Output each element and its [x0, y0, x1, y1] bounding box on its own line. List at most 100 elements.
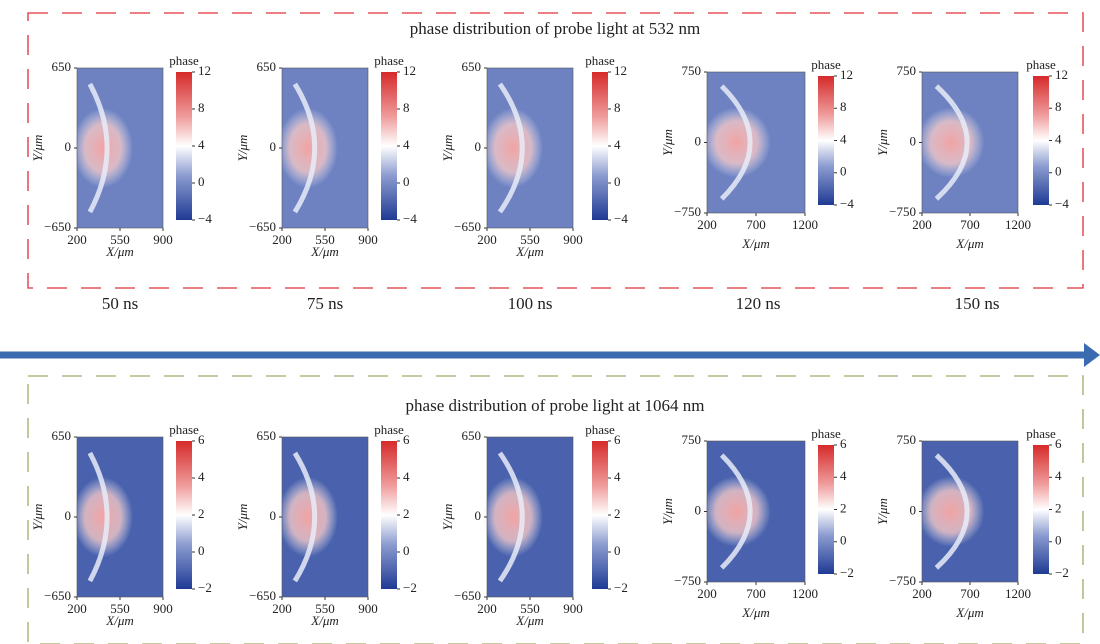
x-axis-label: X/μm: [105, 244, 133, 259]
colorbar-tick-label: −4: [198, 211, 212, 226]
x-tick-label: 200: [272, 601, 292, 616]
x-tick-label: 700: [960, 217, 980, 232]
x-tick-label: 550: [520, 232, 540, 247]
x-tick-label: 200: [67, 601, 87, 616]
row-title: phase distribution of probe light at 532…: [410, 19, 700, 38]
colorbar-tick-label: 8: [614, 100, 621, 115]
x-tick-label: 200: [912, 217, 932, 232]
colorbar-tick-label: 4: [614, 137, 621, 152]
y-tick-label: 0: [65, 508, 72, 523]
phase-core: [482, 108, 543, 188]
phase-core: [482, 477, 543, 557]
colorbar-tick-label: −2: [1055, 565, 1069, 580]
colorbar: [1033, 76, 1049, 205]
colorbar-tick-label: −2: [198, 580, 212, 595]
y-axis-label: Y/μm: [440, 135, 455, 162]
y-axis-label: Y/μm: [875, 129, 890, 156]
colorbar: [176, 72, 192, 220]
colorbar-tick-label: 2: [198, 506, 205, 521]
phase-core: [277, 108, 338, 188]
x-tick-label: 700: [746, 586, 766, 601]
phase-core: [917, 476, 985, 547]
colorbar-tick-label: 0: [1055, 164, 1062, 179]
y-tick-label: 0: [695, 133, 702, 148]
x-tick-label: 1200: [1005, 217, 1031, 232]
colorbar-tick-label: −2: [403, 580, 417, 595]
x-axis-label: X/μm: [955, 236, 983, 251]
x-tick-label: 550: [315, 232, 335, 247]
row-title: phase distribution of probe light at 106…: [406, 396, 705, 415]
colorbar-tick-label: 6: [614, 432, 621, 447]
colorbar-tick-label: 12: [403, 63, 416, 78]
x-tick-label: 700: [960, 586, 980, 601]
x-tick-label: 200: [477, 601, 497, 616]
x-tick-label: 900: [153, 601, 173, 616]
colorbar-label: phase: [374, 53, 404, 68]
colorbar-tick-label: 8: [403, 100, 410, 115]
colorbar-label: phase: [1026, 426, 1056, 441]
x-tick-label: 200: [912, 586, 932, 601]
colorbar-tick-label: 6: [403, 432, 410, 447]
colorbar-tick-label: −2: [614, 580, 628, 595]
colorbar-tick-label: −4: [840, 196, 854, 211]
x-tick-label: 550: [315, 601, 335, 616]
frame-532: [27, 12, 1084, 289]
colorbar-tick-label: 0: [1055, 533, 1062, 548]
y-tick-label: 750: [682, 432, 702, 447]
time-label: 120 ns: [736, 294, 781, 313]
x-tick-label: 1200: [792, 217, 818, 232]
colorbar-tick-label: 4: [1055, 131, 1062, 146]
y-tick-label: −650: [44, 219, 71, 234]
x-axis-label: X/μm: [955, 605, 983, 620]
shock-front: [292, 451, 318, 583]
colorbar: [381, 72, 397, 220]
colorbar-label: phase: [169, 422, 199, 437]
colorbar-tick-label: 12: [198, 63, 211, 78]
y-tick-label: 0: [270, 139, 277, 154]
y-axis-label: Y/μm: [875, 498, 890, 525]
time-label: 75 ns: [307, 294, 343, 313]
colorbar-tick-label: 2: [840, 500, 847, 515]
colorbar-tick-label: 4: [403, 469, 410, 484]
y-tick-label: 0: [910, 502, 917, 517]
colorbar: [176, 441, 192, 589]
y-tick-label: 0: [475, 139, 482, 154]
colorbar-tick-label: 2: [614, 506, 621, 521]
time-arrow-head: [1084, 343, 1100, 367]
colorbar-tick-label: 0: [614, 174, 621, 189]
phase-core: [702, 107, 771, 178]
x-tick-label: 200: [272, 232, 292, 247]
colorbar: [1033, 445, 1049, 574]
colorbar-tick-label: 0: [403, 174, 410, 189]
colorbar-tick-label: 0: [198, 174, 205, 189]
x-axis-label: X/μm: [515, 613, 543, 628]
x-axis-label: X/μm: [310, 613, 338, 628]
y-tick-label: 0: [910, 133, 917, 148]
y-axis-label: Y/μm: [235, 504, 250, 531]
colorbar-tick-label: 4: [1055, 468, 1062, 483]
y-tick-label: −750: [674, 573, 701, 588]
y-tick-label: 650: [52, 428, 72, 443]
y-axis-label: Y/μm: [660, 498, 675, 525]
colorbar-label: phase: [585, 53, 615, 68]
x-axis-label: X/μm: [310, 244, 338, 259]
y-tick-label: 650: [52, 59, 72, 74]
colorbar: [592, 72, 608, 220]
phase-core: [72, 108, 133, 188]
shock-front: [497, 451, 525, 583]
colorbar-tick-label: 12: [840, 67, 853, 82]
phase-core: [277, 477, 338, 557]
colorbar: [592, 441, 608, 589]
colorbar-tick-label: 12: [614, 63, 627, 78]
shock-front: [497, 82, 525, 214]
colorbar: [818, 76, 834, 205]
x-axis-label: X/μm: [105, 613, 133, 628]
x-tick-label: 1200: [792, 586, 818, 601]
y-axis-label: Y/μm: [660, 129, 675, 156]
colorbar-tick-label: −4: [1055, 196, 1069, 211]
time-label: 100 ns: [508, 294, 553, 313]
colorbar-tick-label: 12: [1055, 67, 1068, 82]
x-tick-label: 900: [563, 232, 583, 247]
colorbar-tick-label: 0: [403, 543, 410, 558]
colorbar-tick-label: −4: [614, 211, 628, 226]
